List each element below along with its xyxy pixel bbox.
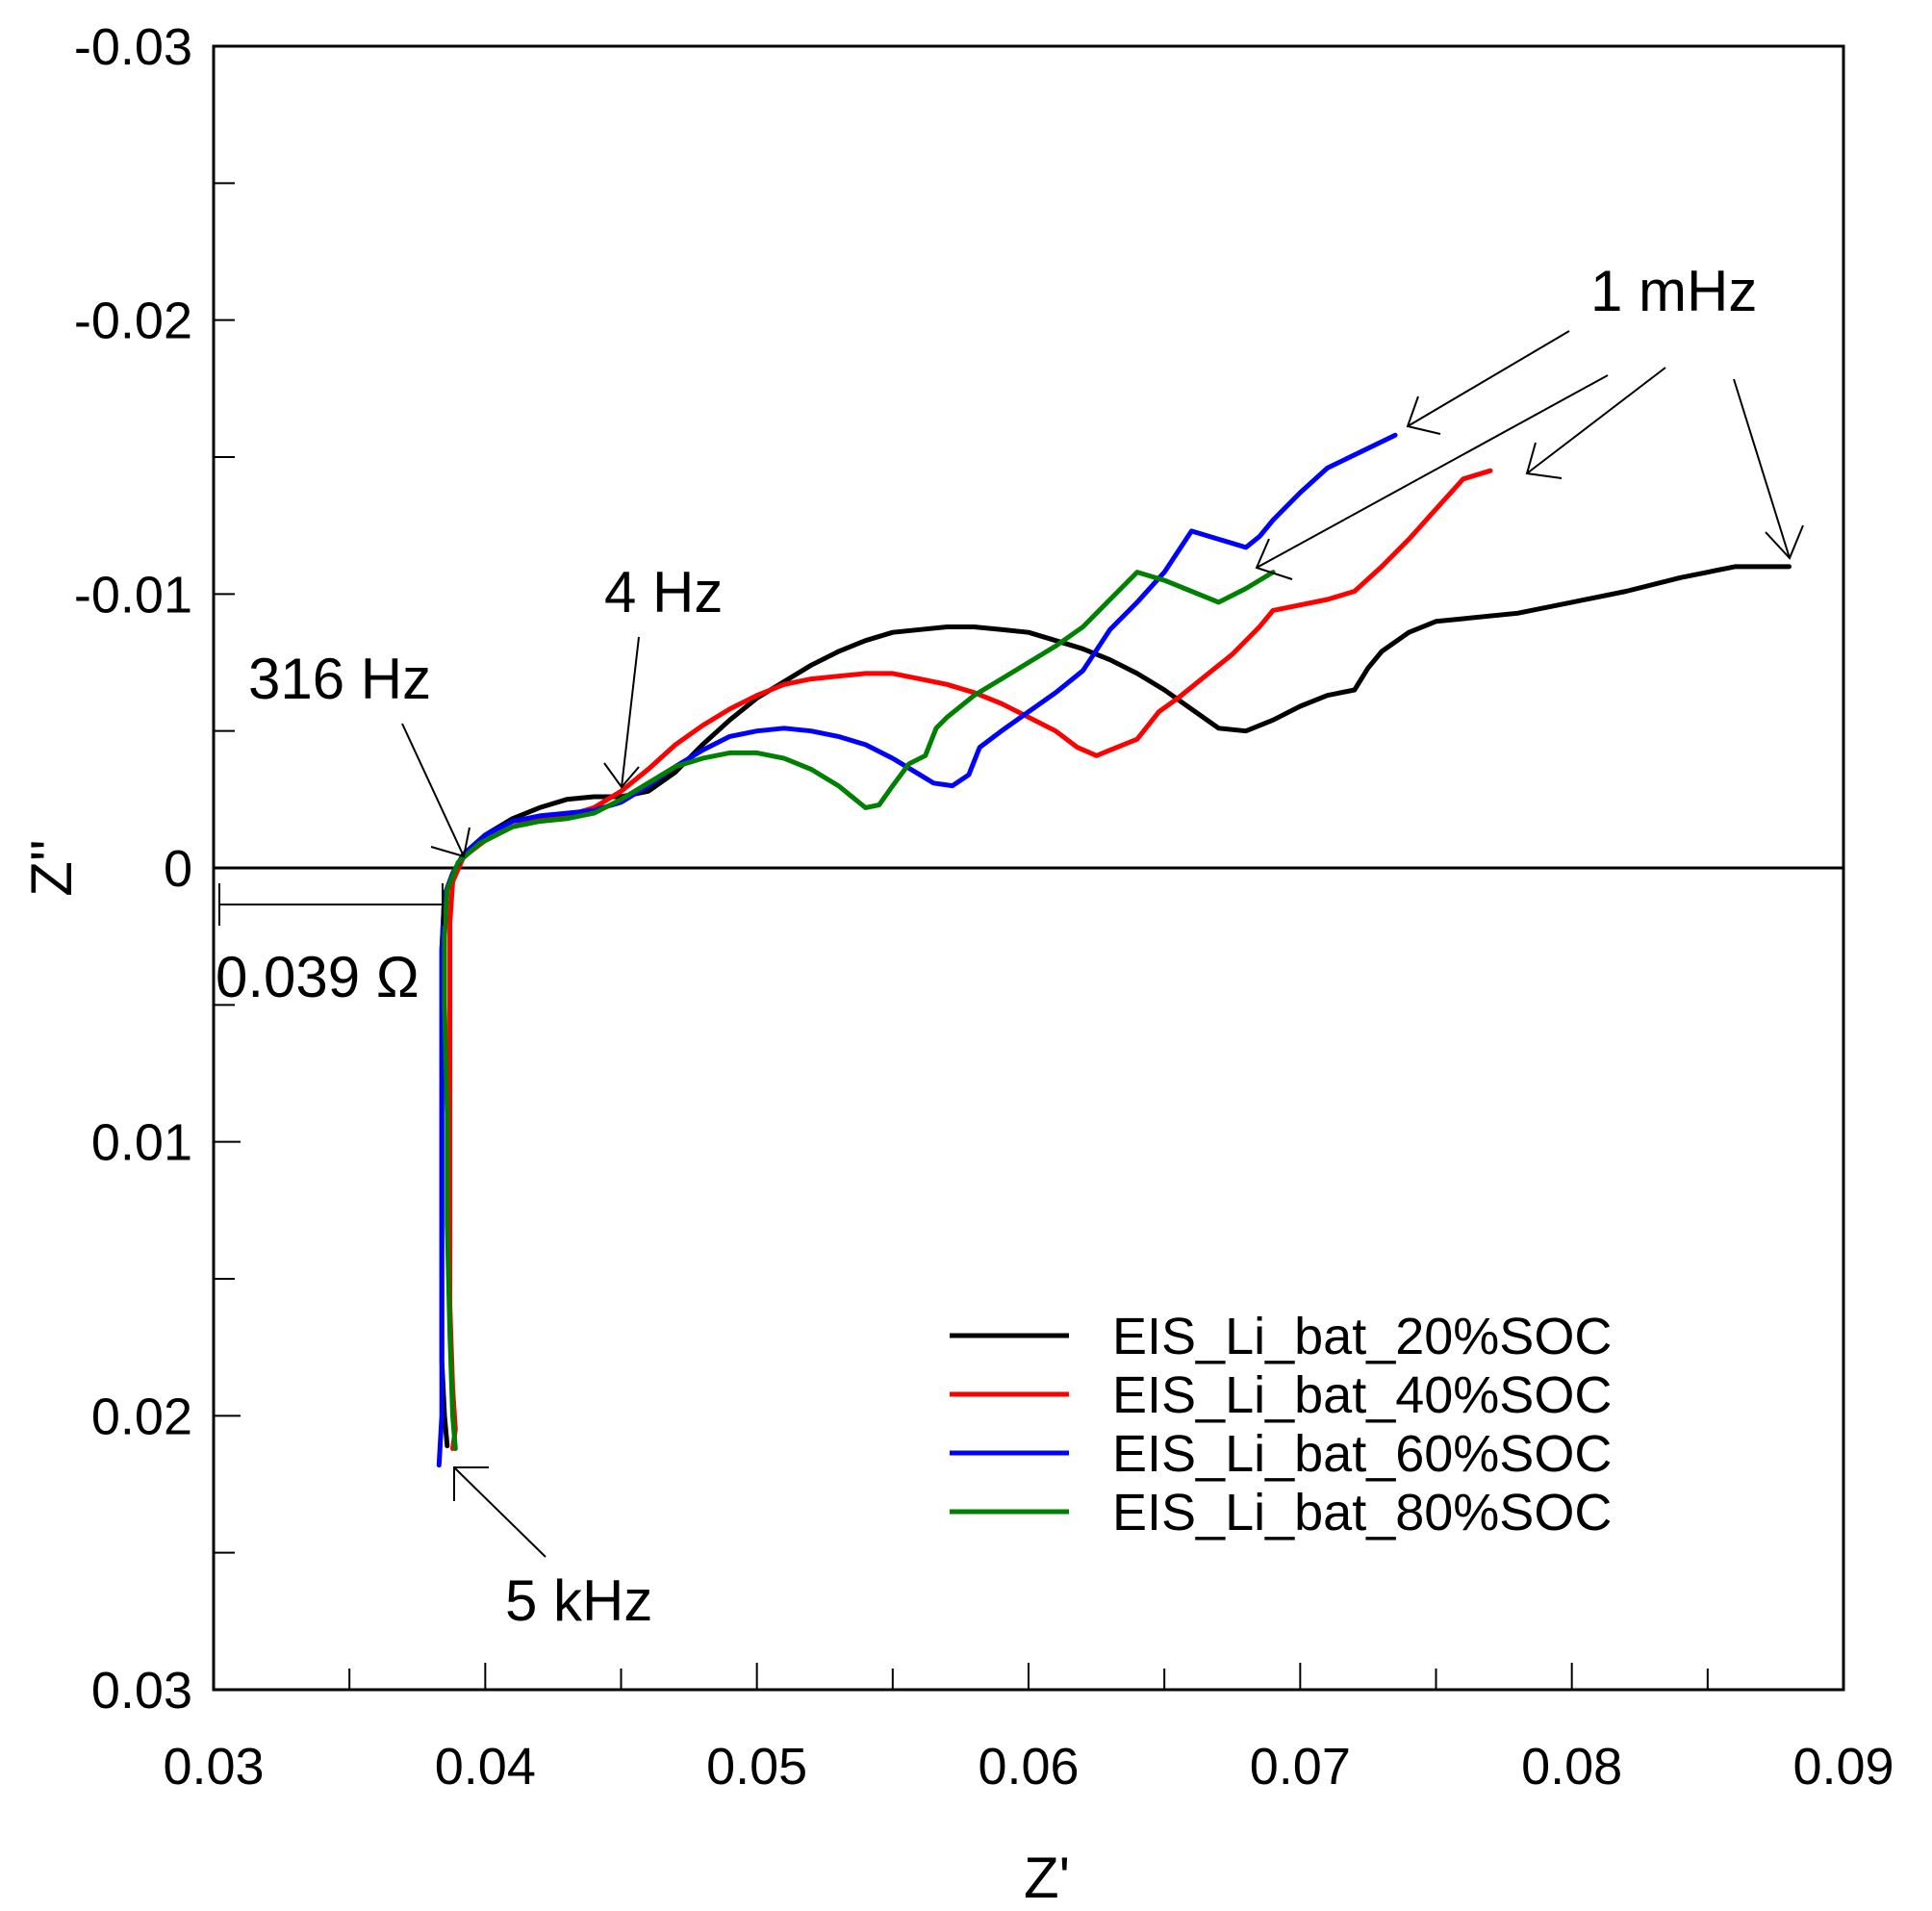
x-tick-label: 0.05 — [706, 1738, 807, 1796]
series-line-EIS_Li_bat_80%SOC — [442, 570, 1276, 1451]
x-tick-label: 0.09 — [1792, 1738, 1894, 1796]
y-tick-label: -0.02 — [74, 293, 192, 350]
y-tick-label: 0 — [164, 840, 192, 898]
legend-label: EIS_Li_bat_60%SOC — [1112, 1425, 1612, 1483]
y-tick-label: 0.03 — [91, 1662, 192, 1720]
legend-label: EIS_Li_bat_80%SOC — [1112, 1484, 1612, 1542]
y-tick-label: 0.02 — [91, 1388, 192, 1445]
arrow-316hz — [401, 723, 470, 858]
x-tick-label: 0.07 — [1250, 1738, 1351, 1796]
y-tick-label: -0.01 — [74, 566, 192, 624]
legend-label: EIS_Li_bat_40%SOC — [1112, 1366, 1612, 1424]
x-tick-label: 0.08 — [1521, 1738, 1622, 1796]
annotation-5khz: 5 kHz — [505, 1568, 652, 1633]
resistance-bracket — [218, 883, 444, 926]
arrow-1mhz-20soc — [1733, 378, 1804, 560]
annotation-316hz: 316 Hz — [248, 647, 431, 711]
x-axis-title: Z' — [1024, 1846, 1070, 1910]
arrow-1mhz-80soc — [1255, 374, 1609, 580]
y-axis-title: Z'' — [19, 839, 84, 897]
y-tick-label: 0.01 — [91, 1114, 192, 1172]
arrow-5khz — [453, 1466, 547, 1558]
annotation-resistance: 0.039 Ω — [216, 945, 419, 1009]
arrow-1mhz-40soc — [1525, 367, 1666, 479]
x-tick-label: 0.04 — [435, 1738, 536, 1796]
legend: EIS_Li_bat_20%SOCEIS_Li_bat_40%SOCEIS_Li… — [950, 1308, 1612, 1542]
arrow-1mhz-60soc — [1406, 330, 1570, 435]
annotation-4hz: 4 Hz — [604, 560, 723, 624]
annotation-1mhz: 1 mHz — [1590, 259, 1757, 323]
x-tick-label: 0.06 — [978, 1738, 1079, 1796]
y-tick-label: -0.03 — [74, 18, 192, 76]
x-tick-label: 0.03 — [163, 1738, 264, 1796]
arrow-4hz — [603, 636, 640, 789]
legend-label: EIS_Li_bat_20%SOC — [1112, 1308, 1612, 1365]
